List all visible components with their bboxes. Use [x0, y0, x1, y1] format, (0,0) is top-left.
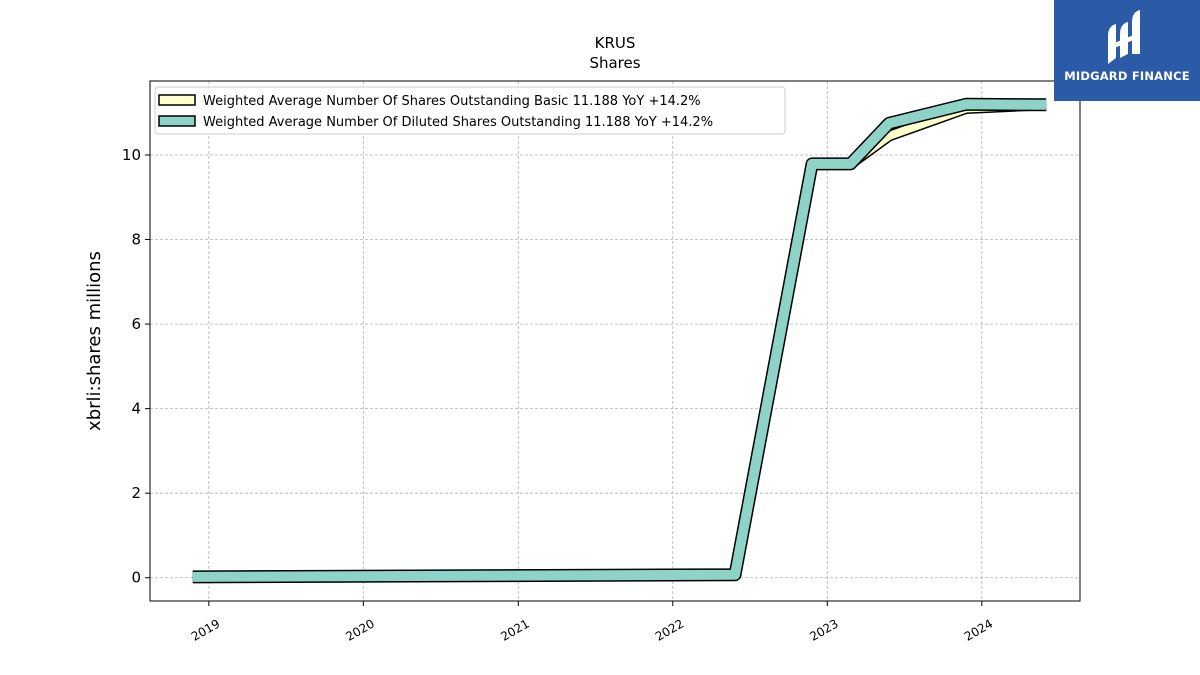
- y-axis-label: xbrli:shares millions: [84, 251, 105, 431]
- y-tick-label: 0: [131, 569, 141, 587]
- logo-mark-icon: [1108, 10, 1140, 64]
- y-axis: 0 2 4 6 8 10: [122, 146, 150, 587]
- x-tick-label: 2020: [343, 616, 376, 643]
- series-line-outline: [192, 99, 1047, 583]
- x-tick-label: 2024: [962, 616, 995, 643]
- series-basic-fill: [192, 103, 1047, 578]
- series-line: [192, 100, 1047, 581]
- legend-label: Weighted Average Number Of Diluted Share…: [203, 115, 713, 130]
- y-tick-label: 6: [131, 315, 141, 333]
- y-tick-label: 8: [131, 231, 141, 249]
- legend: Weighted Average Number Of Shares Outsta…: [154, 86, 786, 135]
- series-layer: [192, 97, 1047, 584]
- plot-frame: [149, 80, 1081, 602]
- x-tick-label: 2022: [653, 616, 686, 643]
- x-axis: 2019 2020 2021 2022 2023 2024: [189, 601, 995, 644]
- legend-label: Weighted Average Number Of Shares Outsta…: [203, 94, 701, 109]
- chart-subtitle: Shares: [589, 54, 640, 72]
- legend-swatch: [158, 94, 196, 106]
- series-line-outline: [192, 97, 1047, 584]
- chart-title: KRUS: [595, 34, 636, 52]
- legend-swatch: [158, 115, 196, 127]
- x-tick-label: 2019: [189, 616, 222, 643]
- y-tick-label: 2: [131, 484, 141, 502]
- series-line: [192, 99, 1047, 582]
- y-tick-label: 10: [122, 146, 141, 164]
- x-tick-label: 2023: [807, 616, 840, 643]
- y-tick-label: 4: [131, 400, 141, 418]
- grid: [150, 81, 1080, 601]
- logo-text: MIDGARD FINANCE: [1064, 69, 1190, 83]
- legend-box: [154, 86, 786, 135]
- brand-logo: MIDGARD FINANCE: [1054, 0, 1200, 101]
- x-tick-label: 2021: [498, 616, 531, 643]
